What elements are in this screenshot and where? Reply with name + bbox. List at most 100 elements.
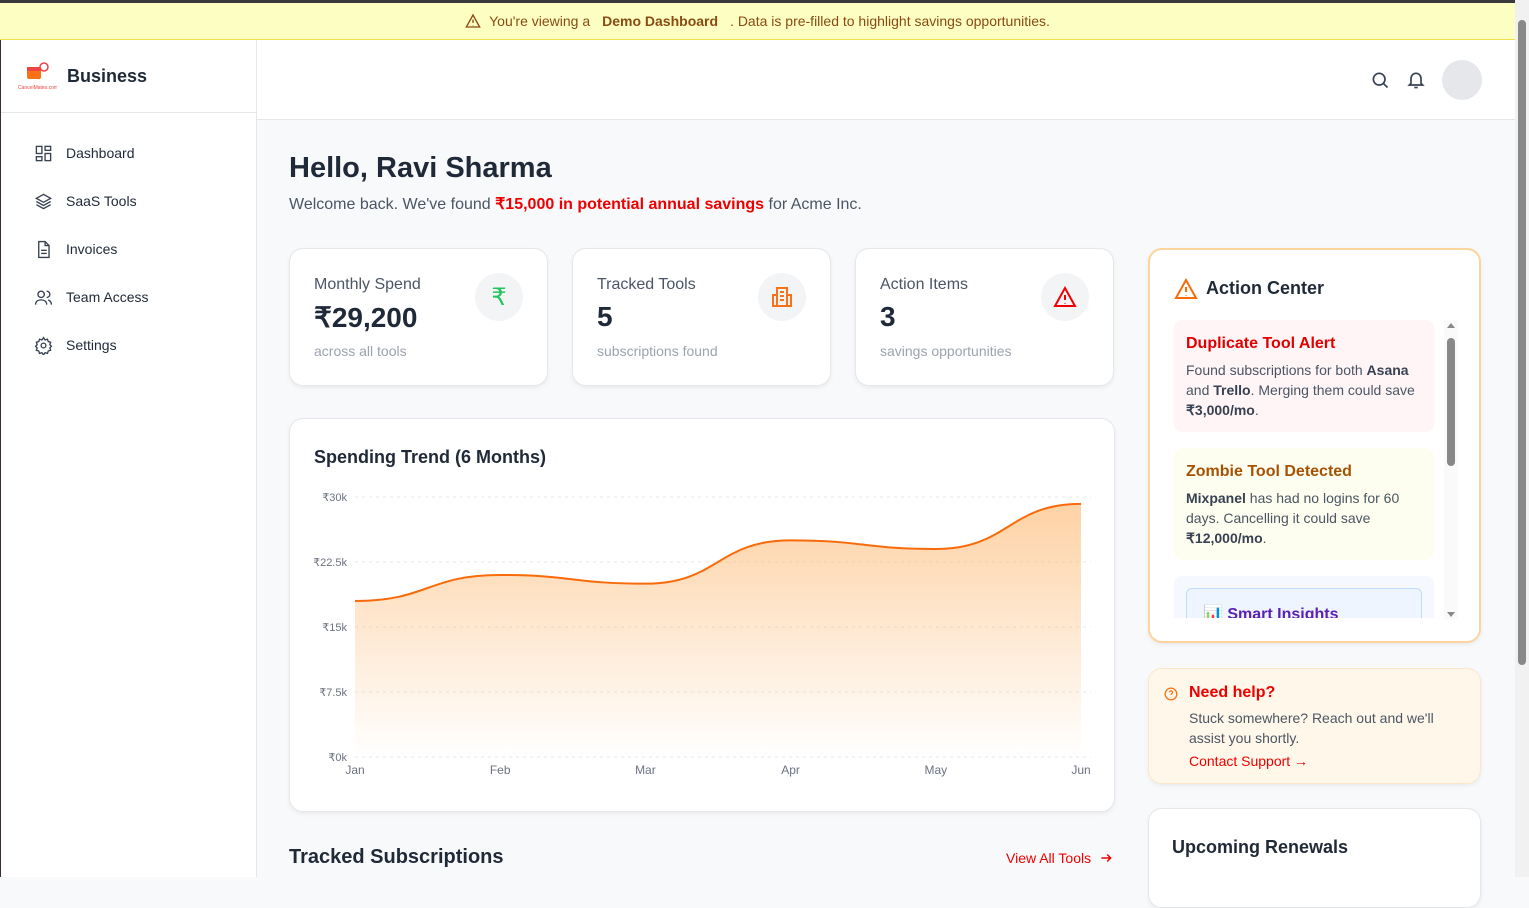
savings-highlight: ₹15,000 in potential annual savings [495, 196, 765, 213]
smart-insights-title: Smart Insights [1227, 606, 1339, 618]
stat-sub: savings opportunities [880, 343, 1012, 359]
section-title-subscriptions: Tracked Subscriptions [289, 846, 504, 868]
area-fill [355, 503, 1081, 757]
x-tick-label: Mar [635, 763, 656, 777]
warning-icon [1041, 273, 1089, 321]
sidebar-item-team-access[interactable]: Team Access [1, 273, 256, 321]
arrow-right-icon [1101, 853, 1112, 863]
chart-title: Spending Trend (6 Months) [314, 447, 546, 467]
banner-text-end: . Data is pre-filled to highlight saving… [730, 13, 1050, 29]
page-title: Hello, Ravi Sharma [289, 152, 552, 184]
stat-card-tracked-tools: Tracked Tools 5 subscriptions found [572, 248, 831, 386]
stat-label: Monthly Spend [314, 276, 421, 293]
brand[interactable]: CancelMates.com Business [1, 40, 256, 113]
spending-chart: ₹0k ₹7.5k ₹15k ₹22.5k ₹30k Jan Feb Mar Apr May Jun [313, 492, 1091, 777]
alert-duplicate-tool: Duplicate Tool Alert Found subscriptions… [1174, 320, 1434, 432]
layers-icon [34, 193, 53, 209]
grid-icon [35, 145, 52, 161]
stat-value: 5 [597, 301, 613, 332]
welcome-text: Welcome back. We've found ₹15,000 in pot… [289, 194, 862, 214]
x-tick-label: Jun [1071, 763, 1090, 777]
logo-icon: CancelMates.com [18, 62, 57, 91]
alert-text: has had no logins for 60 days. Cancellin… [1186, 490, 1400, 526]
users-icon [34, 289, 53, 305]
x-tick-label: Feb [490, 763, 511, 777]
stat-label: Action Items [880, 276, 969, 293]
stat-label: Tracked Tools [597, 276, 696, 293]
renewals-card: Upcoming Renewals [1148, 808, 1481, 908]
alert-text: Found subscriptions for both [1186, 362, 1367, 378]
series-line [354, 502, 1082, 602]
y-tick-label: ₹7.5k [319, 687, 347, 699]
y-tick-label: ₹15k [322, 622, 347, 634]
view-all-tools-link[interactable]: View All Tools [1006, 850, 1113, 866]
sidebar-item-label: Invoices [66, 241, 118, 257]
welcome-post: for Acme Inc. [764, 196, 862, 213]
stat-value: 3 [880, 301, 896, 332]
warning-icon [465, 13, 481, 28]
banner-text: You're viewing a [489, 13, 591, 29]
chart-emoji-icon: 📊 [1203, 606, 1228, 618]
document-icon [38, 240, 50, 258]
sidebar-item-settings[interactable]: Settings [1, 321, 256, 369]
y-tick-label: ₹0k [328, 752, 347, 764]
brand-name: Business [67, 65, 148, 86]
alert-bold: ₹3,000/mo [1186, 402, 1255, 418]
search-icon[interactable] [1370, 70, 1390, 90]
alert-bold: Trello [1213, 382, 1251, 398]
sidebar: CancelMates.com Business Dashboard SaaS … [0, 40, 257, 877]
help-circle-icon [1164, 687, 1178, 701]
banner-bold: Demo Dashboard [602, 13, 719, 29]
sidebar-item-label: Team Access [66, 289, 149, 305]
sidebar-item-label: SaaS Tools [66, 193, 137, 209]
stat-value: ₹29,200 [314, 302, 418, 333]
stat-card-action-items: Action Items 3 savings opportunities [855, 248, 1114, 386]
alert-title: Zombie Tool Detected [1186, 463, 1352, 480]
alert-bold: ₹12,000/mo [1186, 530, 1263, 546]
stat-card-monthly-spend: Monthly Spend ₹29,200 across all tools ₹ [289, 248, 548, 386]
alert-bold: Asana [1366, 362, 1409, 378]
help-title: Need help? [1189, 684, 1276, 701]
stat-sub: subscriptions found [597, 343, 718, 359]
renewals-title: Upcoming Renewals [1172, 837, 1349, 857]
view-all-label: View All Tools [1006, 850, 1092, 866]
action-list-scrollbar[interactable] [1444, 320, 1458, 620]
y-tick-label: ₹30k [322, 492, 347, 504]
sidebar-item-label: Settings [66, 337, 117, 353]
spending-trend-card: Spending Trend (6 Months) ₹0k ₹7.5k ₹15k ₹2… [289, 418, 1115, 812]
avatar[interactable] [1442, 60, 1482, 100]
welcome-pre: Welcome back. We've found [289, 196, 496, 213]
alert-zombie-tool: Zombie Tool Detected Mixpanel has had no… [1174, 448, 1434, 560]
alert-text: . [1254, 402, 1259, 418]
sidebar-item-dashboard[interactable]: Dashboard [1, 129, 256, 177]
warning-icon [1174, 277, 1198, 299]
sidebar-item-label: Dashboard [66, 145, 135, 161]
rupee-icon: ₹ [475, 273, 523, 321]
contact-support-link[interactable]: Contact Support → [1189, 753, 1309, 769]
sidebar-item-saas-tools[interactable]: SaaS Tools [1, 177, 256, 225]
alert-text: . Merging them could save [1250, 382, 1415, 398]
gear-icon [34, 335, 53, 355]
help-text: Stuck somewhere? Reach out and we'll ass… [1189, 710, 1434, 746]
alert-title: Duplicate Tool Alert [1186, 335, 1336, 352]
action-list[interactable]: Duplicate Tool Alert Found subscriptions… [1150, 320, 1460, 618]
smart-insights-box: 📊 Smart Insights [1186, 588, 1422, 618]
x-tick-label: May [924, 763, 947, 777]
building-icon [758, 273, 806, 321]
stat-sub: across all tools [314, 343, 407, 359]
y-tick-label: ₹22.5k [313, 557, 347, 569]
demo-banner: You're viewing a Demo Dashboard . Data is … [0, 3, 1515, 40]
help-card: Need help? Stuck somewhere? Reach out an… [1148, 668, 1481, 784]
window-top-bar [0, 0, 1529, 3]
top-header [257, 40, 1515, 120]
page-scrollbar[interactable] [1515, 0, 1529, 877]
alert-text: . [1262, 530, 1267, 546]
x-tick-label: Jan [345, 763, 364, 777]
bell-icon[interactable] [1406, 70, 1426, 90]
smart-insights-block: 📊 Smart Insights [1174, 576, 1434, 618]
alert-bold: Mixpanel [1186, 490, 1246, 506]
action-center-card: Action Center Duplicate Tool Alert Found… [1148, 248, 1481, 643]
sidebar-item-invoices[interactable]: Invoices [1, 225, 256, 273]
action-center-title: Action Center [1206, 278, 1325, 298]
x-tick-label: Apr [781, 763, 800, 777]
